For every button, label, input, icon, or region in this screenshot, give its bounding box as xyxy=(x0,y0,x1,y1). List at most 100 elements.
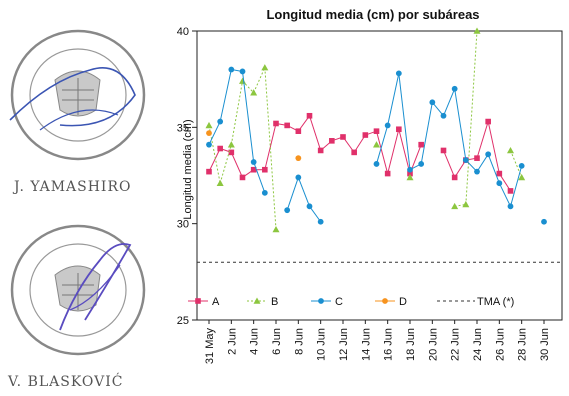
series-a-point xyxy=(262,166,268,173)
series-a-point xyxy=(250,166,257,173)
series-c-point xyxy=(474,168,480,175)
series-a-segment xyxy=(376,131,389,174)
series-c-point xyxy=(250,159,257,165)
series-b-point xyxy=(261,64,269,71)
x-tick-label: 18 Jun xyxy=(405,328,417,361)
series-a-point xyxy=(284,122,290,129)
series-a-segment xyxy=(387,129,400,174)
series-c-segment xyxy=(286,177,299,211)
series-c-point xyxy=(485,151,492,158)
series-c-point xyxy=(418,161,425,167)
series-c-point xyxy=(206,141,212,148)
legend-label-d: D xyxy=(399,296,407,308)
series-c-point xyxy=(440,112,447,119)
series-b-segment xyxy=(219,144,232,184)
series-c-point xyxy=(395,70,402,77)
x-tick-label: 31 May xyxy=(204,328,216,365)
series-c-point xyxy=(261,189,268,196)
series-a-point xyxy=(329,138,335,144)
series-a-point xyxy=(384,170,391,177)
series-a-segment xyxy=(264,123,277,170)
x-tick-label: 20 Jun xyxy=(427,328,439,361)
series-a-point xyxy=(507,188,514,194)
series-a-point xyxy=(228,149,235,156)
legend: A B C D TMA (*) xyxy=(188,296,514,308)
series-b-point xyxy=(272,225,280,233)
plot-area: 25 30 35 40 31 May 2 Jun 4 Jun 6 Jun 8 Jun 10 Jun… xyxy=(177,26,563,365)
series-a-point xyxy=(407,170,413,177)
series-c-segment xyxy=(443,88,456,116)
series-b-point xyxy=(507,146,514,154)
series-d-point xyxy=(206,130,212,137)
series-c-point xyxy=(496,180,503,187)
series-c-segment xyxy=(309,206,322,223)
series-c-segment xyxy=(420,102,433,165)
series-c-point xyxy=(295,174,302,181)
series-b-point xyxy=(216,179,224,187)
series-b-point xyxy=(250,89,258,96)
series-b-point xyxy=(451,202,459,210)
series-a-point xyxy=(306,112,313,119)
series-d-point xyxy=(295,155,302,162)
series-a-point xyxy=(317,147,324,154)
series-c-segment xyxy=(498,182,511,207)
series-c-segment xyxy=(454,88,467,161)
bottom-signatory-name: V. BLASKOVIĆ xyxy=(7,372,124,390)
legend-label-tma: TMA (*) xyxy=(477,296,514,308)
series-c-point xyxy=(373,161,380,167)
series-b-point xyxy=(373,141,380,148)
legend-label-a: A xyxy=(212,296,220,308)
series-b-segment xyxy=(465,30,478,205)
plot-frame xyxy=(196,30,563,321)
series-a-point xyxy=(373,128,380,134)
chart-title: Longitud media (cm) por subáreas xyxy=(266,7,479,22)
series-c-segment xyxy=(208,121,221,145)
series-b-segment xyxy=(253,67,266,93)
series-a-point xyxy=(239,174,246,181)
series-a-point xyxy=(485,118,491,125)
chart-container: Longitud media (cm) por subáreas 25 30 35 4… xyxy=(150,0,569,396)
series-a-segment xyxy=(353,134,366,153)
series-c-point xyxy=(306,203,313,210)
series-b-segment xyxy=(230,81,243,145)
x-tick-label: 30 Jun xyxy=(539,328,551,361)
series-a-point xyxy=(396,126,402,133)
y-tick-label: 40 xyxy=(177,26,189,38)
series-c-segment xyxy=(431,101,444,117)
series-c-point xyxy=(284,207,291,214)
series-a-point xyxy=(217,145,223,152)
series-a-point xyxy=(440,147,447,154)
x-tick-label: 2 Jun xyxy=(226,328,238,355)
series-a-segment xyxy=(443,150,456,178)
series-b-point xyxy=(239,77,246,84)
series-a-point xyxy=(451,174,458,181)
y-tick-label: 25 xyxy=(177,315,189,327)
series-c-segment xyxy=(510,165,523,207)
x-tick-label: 12 Jun xyxy=(338,328,350,361)
legend-marker-d xyxy=(382,298,388,304)
series-c-segment xyxy=(297,177,310,207)
top-institutional-seal xyxy=(9,29,146,161)
series-b-point xyxy=(227,141,235,148)
series-b-point xyxy=(205,121,213,129)
series-a-segment xyxy=(230,152,243,178)
signature-stamps: J. YAMASHIRO V. BLASKOVIĆ xyxy=(0,0,160,396)
series-a-segment xyxy=(487,121,500,174)
series-c-point xyxy=(228,66,235,73)
series-b-point xyxy=(406,173,414,181)
y-tick-label: 30 xyxy=(177,219,189,231)
series-c-segment xyxy=(253,161,266,194)
series-c-point xyxy=(518,162,525,169)
y-axis-label: Longitud media (cm) xyxy=(182,119,194,219)
legend-marker-b xyxy=(253,297,261,304)
x-tick-label: 28 Jun xyxy=(517,328,529,361)
series-c-point xyxy=(407,166,413,173)
series-c-segment xyxy=(398,73,411,170)
series-c-point xyxy=(217,118,224,125)
x-tick-label: 10 Jun xyxy=(316,328,328,361)
series-a-point xyxy=(418,141,424,148)
series-c-segment xyxy=(387,73,400,126)
series-a-segment xyxy=(309,115,322,151)
series-a-segment xyxy=(476,121,489,159)
series-a-point xyxy=(340,134,346,140)
